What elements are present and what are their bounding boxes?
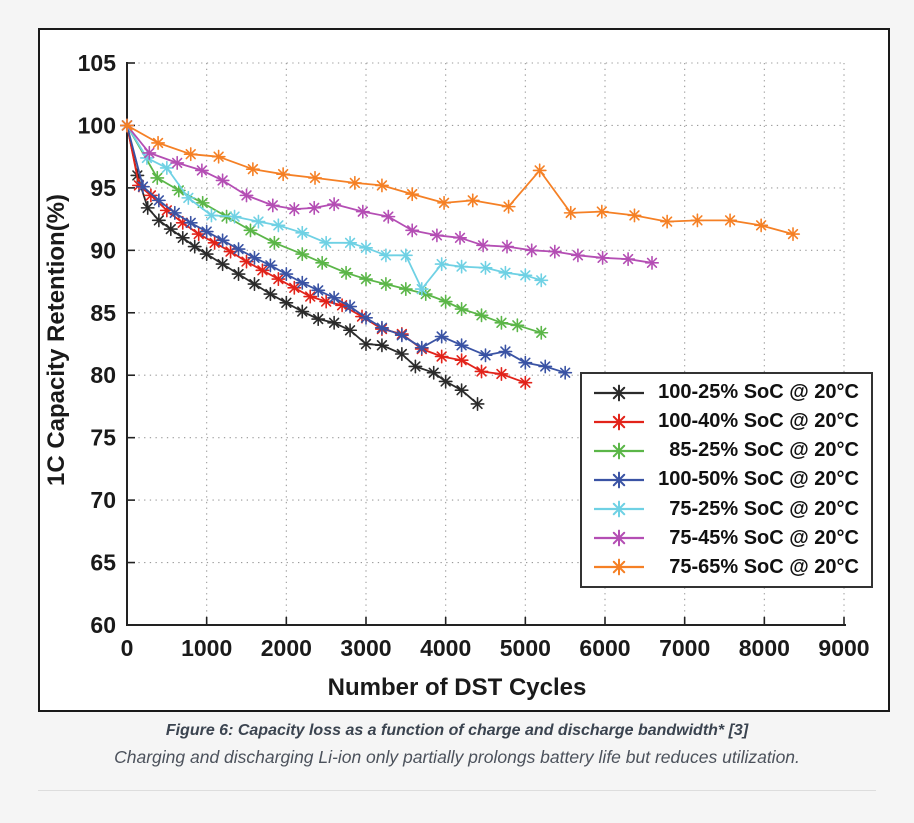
- svg-text:7000: 7000: [659, 635, 710, 661]
- capacity-retention-chart: 0 1000 2000 3000 4000 5000 6000 7000 8000 9000 60 6…: [78, 50, 870, 661]
- svg-text:2000: 2000: [261, 635, 312, 661]
- legend-label: 100-50% SoC @ 20°C: [658, 468, 859, 491]
- section-divider: [38, 790, 876, 791]
- legend-label: 100-40% SoC @ 20°C: [658, 410, 859, 433]
- legend-asterisk-marker-icon: [594, 500, 644, 518]
- legend-asterisk-marker-icon: [594, 559, 644, 576]
- svg-text:75: 75: [90, 425, 116, 451]
- legend-item: 75-45% SoC @ 20°C: [588, 524, 865, 552]
- legend-label: 75-65% SoC @ 20°C: [669, 555, 859, 578]
- legend-item: 75-65% SoC @ 20°C: [588, 553, 865, 581]
- chart-legend: 100-25% SoC @ 20°C 100-40% SoC @ 20°C 85…: [580, 372, 873, 588]
- legend-item: 100-50% SoC @ 20°C: [588, 466, 865, 494]
- svg-text:6000: 6000: [579, 635, 630, 661]
- svg-text:1000: 1000: [181, 635, 232, 661]
- legend-label: 100-25% SoC @ 20°C: [658, 381, 859, 404]
- svg-text:3000: 3000: [340, 635, 391, 661]
- figure-panel: 0 1000 2000 3000 4000 5000 6000 7000 8000 9000 60 6…: [38, 28, 890, 712]
- legend-item: 85-25% SoC @ 20°C: [588, 437, 865, 465]
- figure-caption-subtitle: Charging and discharging Li-ion only par…: [114, 747, 800, 767]
- legend-asterisk-marker-icon: [594, 413, 644, 431]
- legend-asterisk-marker-icon: [594, 529, 644, 547]
- svg-text:4000: 4000: [420, 635, 471, 661]
- svg-text:90: 90: [90, 237, 116, 263]
- svg-text:100: 100: [78, 112, 116, 138]
- svg-text:60: 60: [90, 612, 116, 638]
- svg-text:95: 95: [90, 175, 116, 201]
- svg-text:65: 65: [90, 550, 116, 576]
- svg-text:105: 105: [78, 50, 117, 76]
- legend-label: 85-25% SoC @ 20°C: [669, 439, 859, 462]
- svg-text:80: 80: [90, 362, 116, 388]
- figure-caption-block: Figure 6: Capacity loss as a function of…: [0, 722, 914, 768]
- svg-text:8000: 8000: [739, 635, 790, 661]
- legend-asterisk-marker-icon: [594, 471, 644, 489]
- legend-label: 75-45% SoC @ 20°C: [669, 526, 859, 549]
- figure-caption-title: Figure 6: Capacity loss as a function of…: [165, 722, 749, 739]
- svg-text:85: 85: [90, 300, 116, 326]
- svg-text:0: 0: [121, 635, 134, 661]
- legend-asterisk-marker-icon: [594, 442, 644, 460]
- y-axis-label: 1C Capacity Retention(%): [43, 193, 70, 487]
- svg-text:5000: 5000: [500, 635, 551, 661]
- legend-item: 100-25% SoC @ 20°C: [588, 379, 865, 407]
- svg-text:70: 70: [90, 487, 116, 513]
- x-axis-label: Number of DST Cycles: [327, 674, 587, 701]
- svg-text:9000: 9000: [818, 635, 869, 661]
- legend-item: 75-25% SoC @ 20°C: [588, 495, 865, 523]
- legend-item: 100-40% SoC @ 20°C: [588, 408, 865, 436]
- legend-label: 75-25% SoC @ 20°C: [669, 497, 859, 520]
- legend-asterisk-marker-icon: [594, 384, 644, 401]
